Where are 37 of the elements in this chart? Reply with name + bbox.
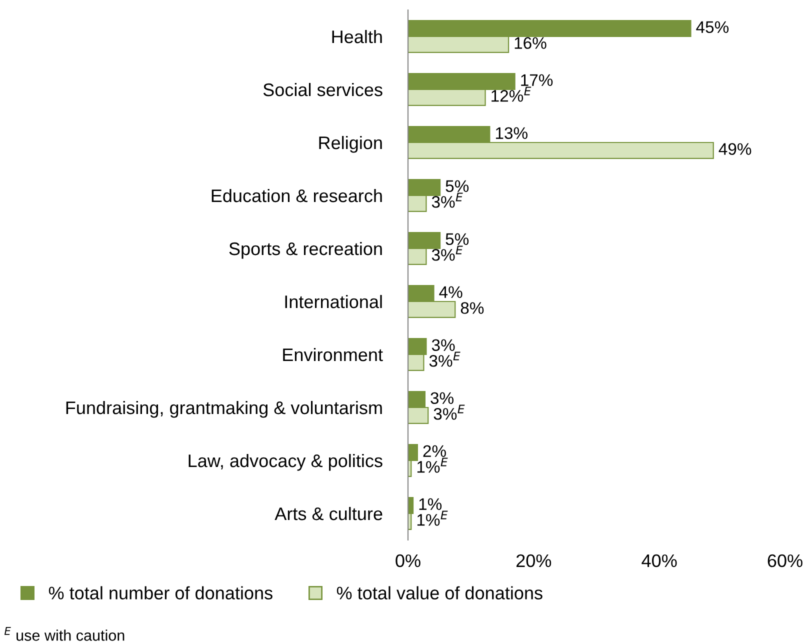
data-label: 45% [696, 21, 729, 34]
data-label: 5% [446, 180, 469, 192]
data-label: 1% [419, 498, 442, 510]
y-tick-label: Education & research [212, 188, 382, 202]
data-label: 17% [521, 74, 553, 86]
data-label: 13% [496, 127, 528, 140]
y-tick-label: International [285, 294, 382, 308]
y-tick-label: Social services [263, 82, 382, 96]
data-label: 49% [718, 143, 752, 155]
text: $^{E}$ use with caution [4, 627, 124, 641]
data-label: 5% [446, 233, 469, 246]
x-tick-label: 0% [396, 554, 420, 568]
data-label: 3% [430, 392, 454, 404]
data-label: 8% [460, 302, 484, 314]
legend-label: % total number of donations [48, 586, 272, 600]
x-tick-label: 20% [516, 554, 552, 568]
y-tick-label: Religion [319, 136, 382, 153]
y-tick-label: Environment [283, 348, 383, 362]
y-tick-label: Sports & recreation [229, 242, 382, 259]
data-label: 12%$^{E}$ [492, 86, 532, 102]
data-label: 16% [514, 37, 546, 49]
data-label: 3%$^{E}$ [432, 192, 463, 208]
data-label: 3%$^{E}$ [434, 404, 465, 420]
x-tick-label: 60% [768, 554, 802, 568]
y-tick-label: Arts & culture [274, 506, 382, 520]
legend-label: % total value of donations [336, 586, 542, 600]
y-tick-label: Health [332, 30, 382, 44]
y-tick-label: Law, advocacy & politics [188, 454, 382, 471]
data-label: 3%$^{E}$ [429, 352, 460, 367]
data-label: 2% [423, 445, 446, 457]
data-label: 4% [439, 286, 462, 298]
data-label: 1%$^{E}$ [417, 510, 448, 526]
y-tick-label: Fundraising, grantmaking & voluntarism [66, 400, 382, 418]
data-label: 3% [432, 339, 455, 352]
data-label: 1%$^{E}$ [417, 458, 448, 473]
x-tick-label: 40% [642, 554, 677, 568]
data-label: 3%$^{E}$ [432, 246, 463, 261]
